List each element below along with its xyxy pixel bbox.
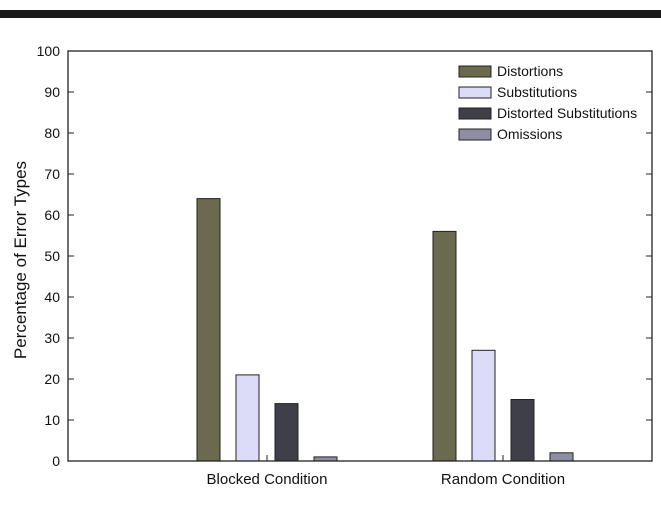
top-rule xyxy=(0,10,661,18)
y-tick-label: 80 xyxy=(44,125,60,141)
x-axis-labels: Blocked Condition Random Condition xyxy=(207,455,565,488)
legend-label: Distortions xyxy=(497,63,563,79)
legend-swatch xyxy=(458,65,492,78)
y-tick-label: 60 xyxy=(44,207,60,223)
legend-swatch xyxy=(458,128,492,141)
y-tick-label: 0 xyxy=(52,453,60,469)
y-tick-label: 20 xyxy=(44,371,60,387)
y-tick-label: 90 xyxy=(44,84,60,100)
y-axis-label: Percentage of Error Types xyxy=(11,161,30,359)
y-axis-ticks: 0 10 20 30 40 50 60 70 80 90 100 xyxy=(37,43,652,469)
bar-group xyxy=(196,198,574,462)
bar-substitutions-random-condition xyxy=(471,349,496,462)
y-tick-label: 70 xyxy=(44,166,60,182)
y-tick-label: 40 xyxy=(44,289,60,305)
bar-omissions-random-condition xyxy=(549,452,574,462)
bar-distorted-substitutions-blocked-condition xyxy=(274,403,299,462)
x-tick-label: Blocked Condition xyxy=(207,471,328,488)
bar-distortions-random-condition xyxy=(432,230,457,462)
legend-swatch xyxy=(458,107,492,120)
legend: Distortions Substitutions Distorted Substi… xyxy=(458,63,637,142)
y-tick-label: 50 xyxy=(44,248,60,264)
y-tick-label: 100 xyxy=(37,43,61,59)
legend-swatch xyxy=(458,86,492,99)
legend-label: Distorted Substitutions xyxy=(497,105,637,121)
legend-label: Substitutions xyxy=(497,84,577,100)
legend-label: Omissions xyxy=(497,126,562,142)
y-tick-label: 10 xyxy=(44,412,60,428)
bar-substitutions-blocked-condition xyxy=(235,374,260,462)
plot-frame xyxy=(67,50,653,462)
x-tick-label: Random Condition xyxy=(441,471,565,488)
bar-distorted-substitutions-random-condition xyxy=(510,399,535,462)
y-tick-label: 30 xyxy=(44,330,60,346)
bar-distortions-blocked-condition xyxy=(196,198,221,462)
